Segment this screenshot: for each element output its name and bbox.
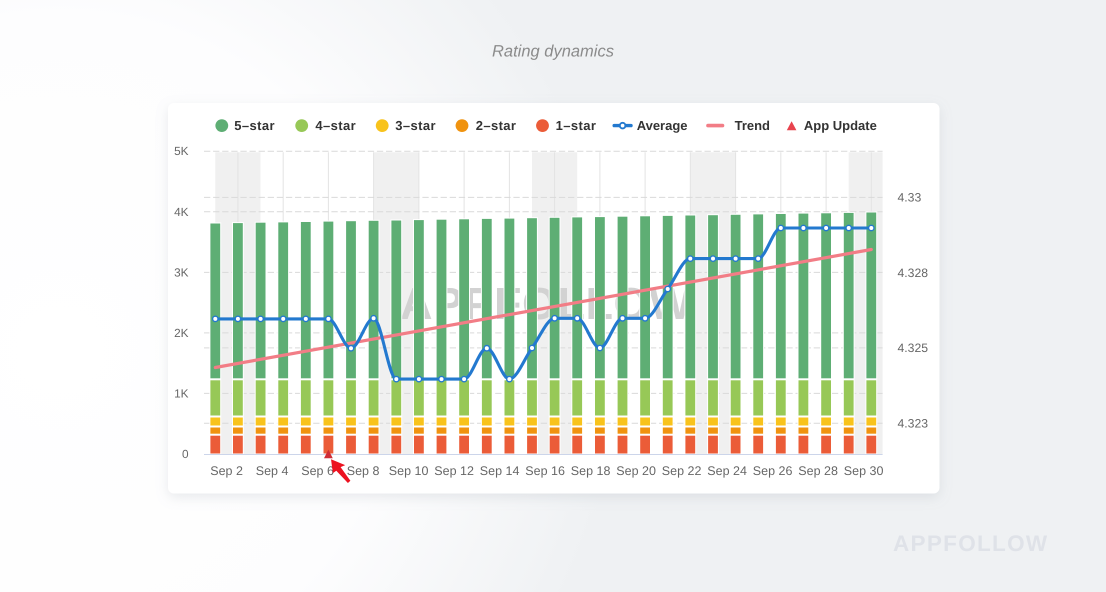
svg-text:4.325: 4.325	[898, 341, 929, 355]
svg-text:Trend: Trend	[735, 118, 770, 133]
svg-text:Sep 18: Sep 18	[571, 464, 611, 478]
svg-text:Sep 24: Sep 24	[707, 464, 747, 478]
svg-text:Sep 2: Sep 2	[210, 464, 243, 478]
svg-text:4.328: 4.328	[898, 266, 929, 280]
svg-text:4.323: 4.323	[898, 416, 929, 430]
svg-text:3K: 3K	[174, 265, 189, 279]
svg-text:Rating dynamics: Rating dynamics	[492, 42, 614, 60]
svg-text:1–star: 1–star	[556, 118, 597, 133]
svg-text:Sep 20: Sep 20	[616, 464, 656, 478]
svg-text:App Update: App Update	[804, 118, 877, 133]
svg-text:APPFOLLOW: APPFOLLOW	[893, 531, 1048, 556]
svg-text:Sep 26: Sep 26	[753, 464, 793, 478]
svg-text:2K: 2K	[174, 326, 189, 340]
svg-text:3–star: 3–star	[395, 118, 436, 133]
svg-text:4.33: 4.33	[898, 191, 922, 205]
svg-text:Sep 4: Sep 4	[256, 464, 289, 478]
svg-text:Sep 22: Sep 22	[662, 464, 702, 478]
svg-text:Sep 14: Sep 14	[480, 464, 520, 478]
svg-text:Average: Average	[637, 118, 688, 133]
svg-text:4–star: 4–star	[315, 118, 356, 133]
svg-text:5–star: 5–star	[234, 118, 275, 133]
svg-text:Sep 8: Sep 8	[347, 464, 380, 478]
svg-text:Sep 16: Sep 16	[525, 464, 565, 478]
svg-text:0: 0	[182, 447, 189, 461]
svg-text:Sep 28: Sep 28	[798, 464, 838, 478]
svg-text:Sep 12: Sep 12	[434, 464, 474, 478]
svg-text:Sep 6: Sep 6	[301, 464, 334, 478]
svg-text:4K: 4K	[174, 205, 189, 219]
svg-text:1K: 1K	[174, 386, 189, 400]
svg-text:5K: 5K	[174, 144, 189, 158]
svg-text:Sep 30: Sep 30	[844, 464, 884, 478]
svg-text:Sep 10: Sep 10	[389, 464, 429, 478]
svg-text:2–star: 2–star	[476, 118, 517, 133]
